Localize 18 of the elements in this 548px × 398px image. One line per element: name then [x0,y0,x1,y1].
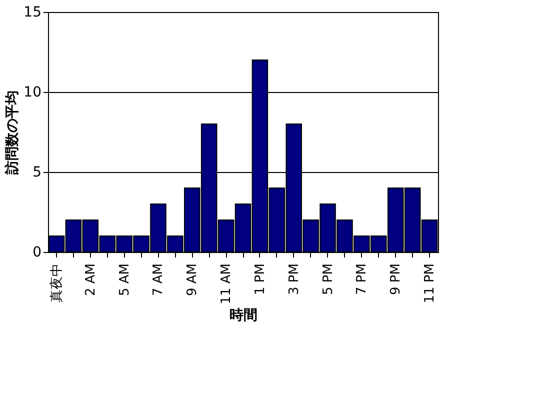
y-tick-label: 10 [24,84,42,100]
x-tick-label: 5 PM [320,264,336,295]
x-axis-title: 時間 [230,307,258,324]
y-tick-label: 0 [32,244,42,260]
x-tick-label: 1 PM [252,264,268,295]
x-tick-label: 7 AM [151,264,166,296]
y-tick-label: 5 [32,164,42,180]
x-tick-label: 5 AM [117,264,132,296]
x-tick-label: 7 PM [354,264,370,295]
x-tick-label: 9 AM [185,264,200,296]
x-tick-label: 2 AM [83,264,98,296]
x-tick-label: 9 PM [388,264,404,295]
x-tick-label: 真夜中 [48,264,64,302]
x-tick-label: 3 PM [286,264,302,295]
x-tick-label: 11 AM [219,264,234,304]
x-tick-label: 11 PM [422,264,438,304]
y-axis-title: 訪問数の平均 [4,90,21,176]
y-tick-label: 15 [24,4,42,20]
